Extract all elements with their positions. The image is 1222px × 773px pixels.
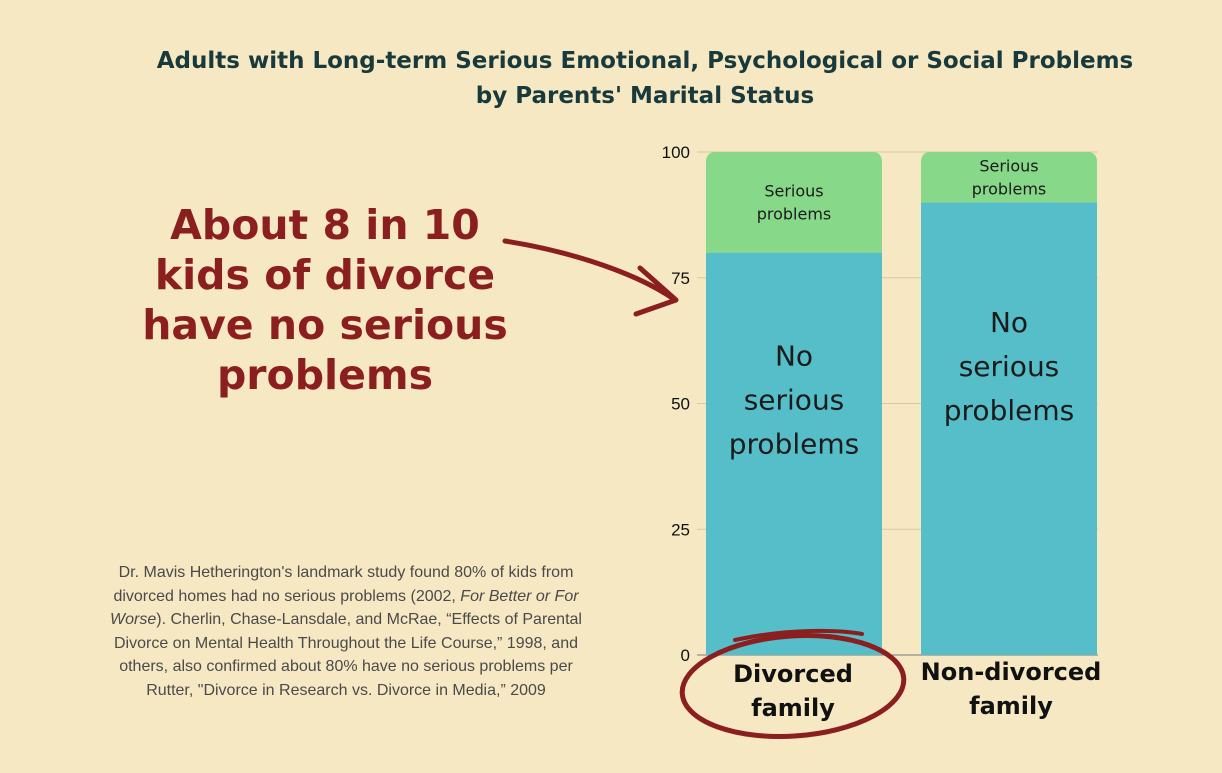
category-label-non-divorced: Non-divorced family bbox=[906, 655, 1116, 723]
source-book-title: For Better or For Worse bbox=[110, 587, 579, 629]
bar-segment bbox=[921, 202, 1097, 656]
bar-segment-label: No bbox=[775, 339, 813, 372]
y-tick-label: 0 bbox=[681, 646, 690, 665]
source-text: ). Cherlin, Chase-Lansdale, and McRae, “… bbox=[114, 611, 582, 699]
category-label-line: Divorced bbox=[733, 660, 853, 688]
y-tick-label: 75 bbox=[671, 269, 690, 288]
bar-segment bbox=[921, 152, 1097, 203]
bar-segment-label: problems bbox=[944, 394, 1074, 427]
bar-segment-label: problems bbox=[729, 427, 859, 460]
bar-segment-label: serious bbox=[959, 350, 1060, 383]
category-label-line: Non-divorced bbox=[920, 658, 1102, 686]
bar-segment-label: Serious bbox=[979, 156, 1038, 175]
callout-line: have no serious bbox=[142, 301, 508, 349]
y-tick-label: 25 bbox=[671, 520, 690, 539]
bar-segment-label: serious bbox=[744, 383, 845, 416]
callout-line: problems bbox=[216, 351, 434, 399]
chart-title: Adults with Long-term Serious Emotional,… bbox=[140, 44, 1150, 114]
y-tick-label: 100 bbox=[662, 143, 690, 162]
callout-line: kids of divorce bbox=[154, 251, 496, 299]
bar-segment bbox=[706, 152, 882, 253]
source-text: Dr. Mavis Hetherington's landmark study … bbox=[113, 564, 574, 605]
callout-text: About 8 in 10 kids of divorce have no se… bbox=[130, 200, 520, 400]
category-label-divorced: Divorced family bbox=[690, 657, 896, 725]
bar-segment-label: Serious bbox=[764, 182, 823, 201]
y-tick-label: 50 bbox=[671, 395, 690, 414]
source-citation: Dr. Mavis Hetherington's landmark study … bbox=[96, 561, 596, 703]
bar-segment-label: problems bbox=[757, 205, 832, 224]
bar-segment-label: problems bbox=[972, 179, 1047, 198]
category-label-line: family bbox=[969, 692, 1053, 720]
chart-title-line: Adults with Long-term Serious Emotional,… bbox=[156, 48, 1134, 74]
bar-segment bbox=[706, 252, 882, 655]
category-label-line: family bbox=[751, 694, 835, 722]
chart-subtitle: by Parents' Marital Status bbox=[475, 83, 815, 109]
callout-line: About 8 in 10 bbox=[170, 201, 480, 249]
bar-segment-label: No bbox=[990, 306, 1028, 339]
